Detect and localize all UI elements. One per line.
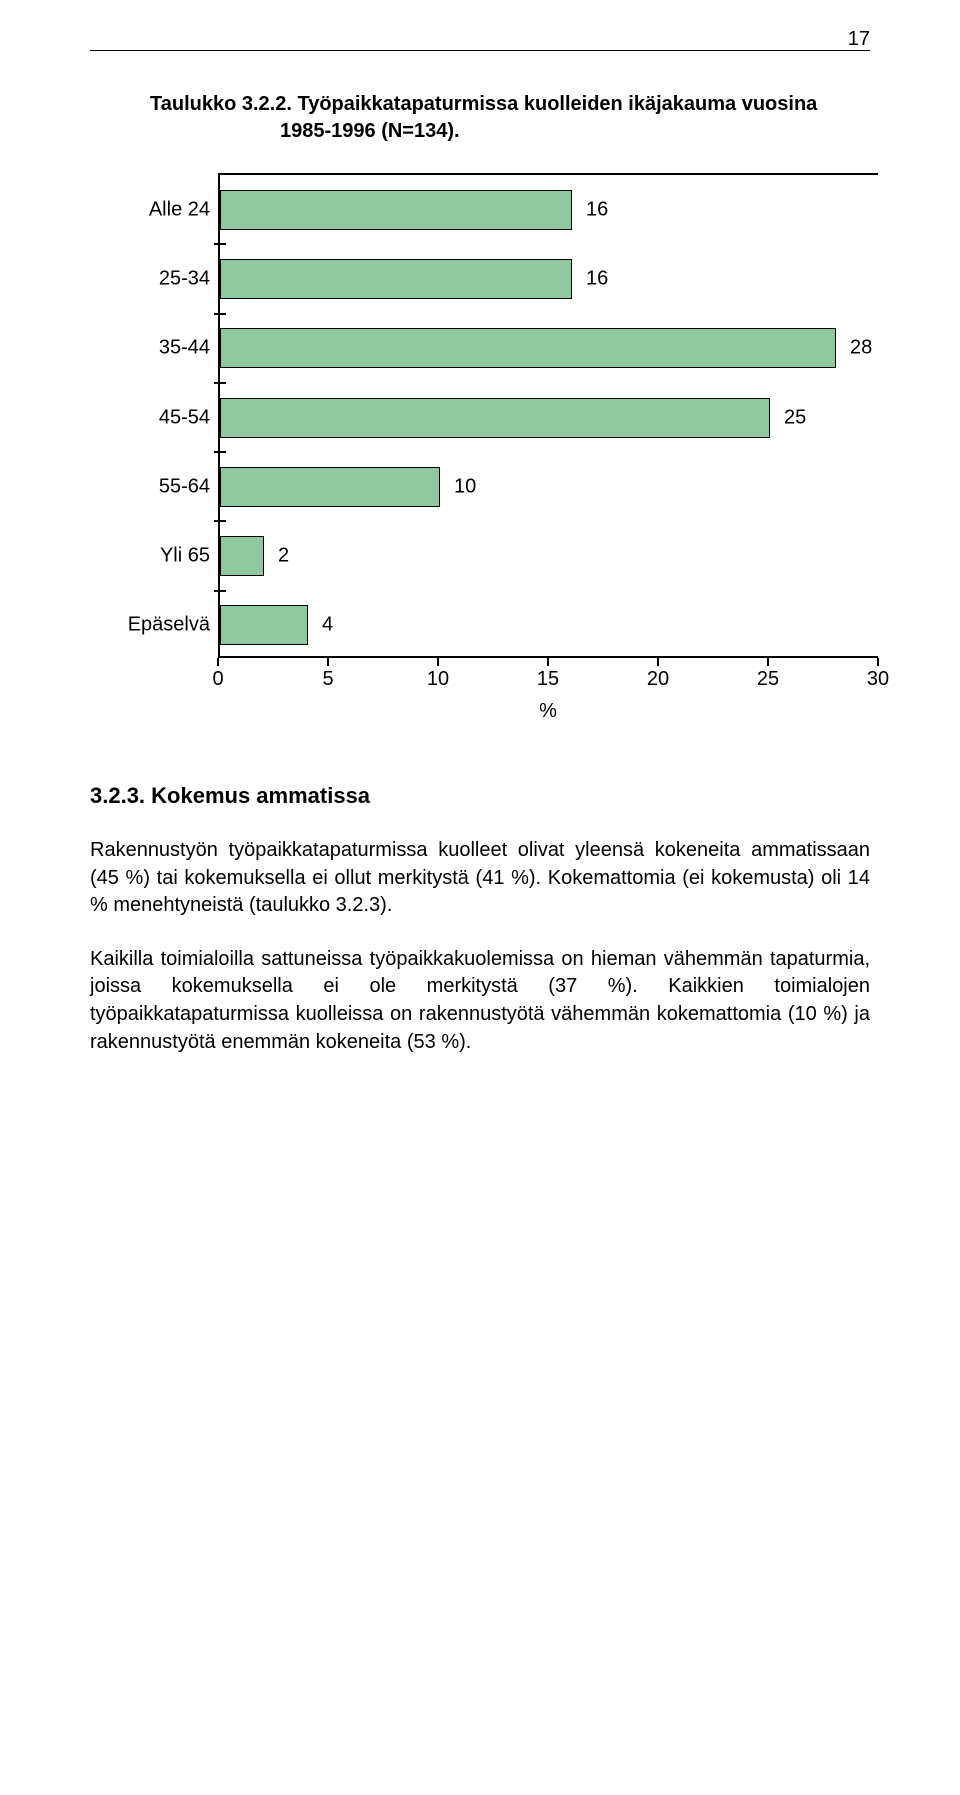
x-axis-tick <box>547 658 549 666</box>
chart-bar <box>220 328 836 368</box>
x-axis-tick <box>217 658 219 666</box>
chart-value-label: 16 <box>586 267 608 290</box>
chart-title-line2: 1985-1996 (N=134). <box>150 118 850 145</box>
x-axis-tick-label: 10 <box>427 668 449 691</box>
page: 17 Taulukko 3.2.2. Työpaikkatapaturmissa… <box>0 0 960 1142</box>
y-axis-tick <box>214 313 226 315</box>
x-axis-tick <box>877 658 879 666</box>
chart-category-label: Epäselvä <box>128 614 210 637</box>
chart-bar <box>220 467 440 507</box>
chart-title-line1: Taulukko 3.2.2. Työpaikkatapaturmissa ku… <box>150 93 817 115</box>
chart-value-label: 4 <box>322 614 333 637</box>
chart-category-label: 35-44 <box>159 337 210 360</box>
y-axis-tick <box>214 590 226 592</box>
y-axis-tick <box>214 451 226 453</box>
chart-bar <box>220 536 264 576</box>
x-axis-tick <box>327 658 329 666</box>
chart-value-label: 10 <box>454 475 476 498</box>
chart-category-label: 55-64 <box>159 475 210 498</box>
x-axis-title: % <box>539 700 557 723</box>
section-body: Rakennustyön työpaikkatapaturmissa kuoll… <box>90 837 870 1056</box>
chart-title: Taulukko 3.2.2. Työpaikkatapaturmissa ku… <box>90 91 870 145</box>
chart-value-label: 2 <box>278 545 289 568</box>
x-axis-tick <box>657 658 659 666</box>
x-axis-tick-label: 25 <box>757 668 779 691</box>
chart-bar <box>220 259 572 299</box>
x-axis-tick-label: 30 <box>867 668 889 691</box>
x-axis-tick-label: 20 <box>647 668 669 691</box>
y-axis-tick <box>214 382 226 384</box>
x-axis-tick-label: 5 <box>322 668 333 691</box>
age-distribution-chart: Alle 241625-341635-442845-542555-6410Yli… <box>118 173 878 728</box>
chart-bar <box>220 605 308 645</box>
x-axis-tick-label: 0 <box>212 668 223 691</box>
x-axis-tick <box>767 658 769 666</box>
chart-x-axis: 051015202530% <box>218 658 878 728</box>
paragraph: Rakennustyön työpaikkatapaturmissa kuoll… <box>90 837 870 920</box>
x-axis-tick-label: 15 <box>537 668 559 691</box>
chart-category-label: Alle 24 <box>149 198 210 221</box>
y-axis-tick <box>214 243 226 245</box>
chart-value-label: 25 <box>784 406 806 429</box>
chart-category-label: 45-54 <box>159 406 210 429</box>
paragraph: Kaikilla toimialoilla sattuneissa työpai… <box>90 946 870 1056</box>
chart-value-label: 16 <box>586 198 608 221</box>
y-axis-tick <box>214 520 226 522</box>
chart-bar <box>220 190 572 230</box>
chart-plot-area: Alle 241625-341635-442845-542555-6410Yli… <box>218 173 878 658</box>
chart-bar <box>220 398 770 438</box>
page-number: 17 <box>848 28 870 51</box>
chart-value-label: 28 <box>850 337 872 360</box>
chart-category-label: 25-34 <box>159 267 210 290</box>
x-axis-tick <box>437 658 439 666</box>
chart-category-label: Yli 65 <box>160 545 210 568</box>
top-rule <box>90 50 870 51</box>
section-heading: 3.2.3. Kokemus ammatissa <box>90 783 870 809</box>
